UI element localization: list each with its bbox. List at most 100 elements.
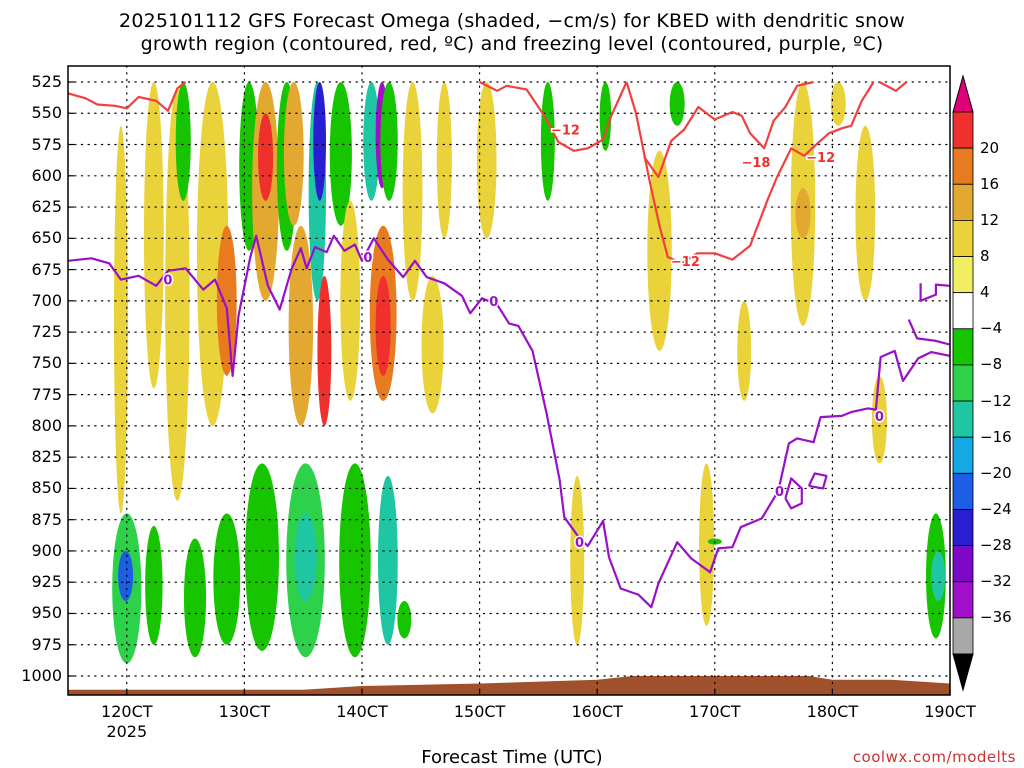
colorbar-segment (952, 509, 974, 547)
contour-label: −18 (741, 156, 770, 171)
omega-region (476, 82, 497, 239)
colorbar-label: 4 (980, 283, 990, 302)
omega-region (143, 82, 164, 389)
colorbar-segment (952, 328, 974, 366)
omega-region (375, 275, 391, 376)
contour-label: 0 (775, 485, 784, 500)
omega-region (871, 375, 887, 464)
omega-region (737, 300, 752, 401)
omega-region (570, 475, 585, 645)
contour-label: 0 (163, 274, 172, 289)
omega-region (216, 225, 237, 376)
x-tick-label: 150CT (453, 702, 506, 721)
contour-label: −12 (671, 255, 700, 270)
omega-region (313, 81, 327, 201)
contour-label: −12 (551, 124, 580, 139)
contour-label: 0 (875, 410, 884, 425)
x-tick-label: 120CT (101, 702, 153, 721)
freezing-level-contour (907, 319, 950, 346)
x-tick-label: 140CT (336, 702, 388, 721)
omega-region (647, 150, 672, 351)
y-tick-label: 625 (31, 197, 62, 217)
colorbar-segment (952, 545, 974, 583)
credit-link[interactable]: coolwx.com/modelts (852, 748, 1016, 766)
colorbar-segment (952, 256, 974, 294)
omega-region (118, 550, 134, 601)
colorbar-segment (952, 436, 974, 474)
y-tick-label: 775 (31, 384, 62, 404)
y-tick-label: 825 (31, 447, 62, 467)
dgz-contour (625, 81, 875, 265)
x-tick-label: 190CT (924, 702, 976, 721)
omega-region (540, 81, 555, 201)
y-tick-label: 950 (31, 603, 62, 623)
y-tick-label: 800 (31, 415, 62, 435)
y-tick-label: 725 (31, 322, 62, 342)
colorbar-segment (952, 292, 974, 330)
y-tick-label: 700 (31, 290, 62, 310)
x-tick-label: 160CT (571, 702, 623, 721)
colorbar-top-arrow (952, 74, 974, 113)
omega-region (317, 275, 332, 426)
y-tick-label: 850 (31, 478, 62, 498)
omega-region (258, 113, 274, 201)
y-tick-label: 600 (31, 165, 62, 185)
x-axis-year-label: 2025 (106, 722, 148, 741)
omega-region (830, 82, 846, 126)
y-tick-label: 875 (31, 509, 62, 529)
freezing-level-contour (919, 283, 950, 302)
omega-region (329, 81, 352, 226)
x-tick-label: 170CT (689, 702, 741, 721)
dgz-contour (643, 80, 814, 179)
colorbar-label: −16 (980, 427, 1012, 446)
freezing-level-contour (784, 477, 803, 510)
colorbar-segment (952, 183, 974, 221)
omega-region (397, 600, 412, 639)
colorbar-label: 16 (980, 174, 1000, 193)
colorbar-segment (952, 400, 974, 438)
colorbar-segment (952, 111, 974, 149)
colorbar-bottom-arrow (952, 653, 974, 692)
y-tick-label: 550 (31, 103, 62, 123)
colorbar-label: −28 (980, 536, 1012, 555)
colorbar-segment (952, 581, 974, 619)
x-tick-label: 180CT (806, 702, 859, 721)
omega-region (283, 81, 304, 226)
x-axis-title: Forecast Time (UTC) (421, 747, 603, 768)
y-tick-label: 925 (31, 572, 62, 592)
y-tick-label: 900 (31, 540, 62, 560)
y-tick-label: 975 (31, 634, 62, 654)
dgz-contour (479, 81, 628, 152)
contour-label: 0 (575, 536, 584, 551)
contours (68, 80, 950, 609)
colorbar-label: 12 (980, 210, 1000, 229)
colorbar-segment (952, 364, 974, 402)
chart-title-line1: 2025101112 GFS Forecast Omega (shaded, −… (119, 10, 905, 32)
omega-region (294, 513, 317, 601)
dgz-contour (878, 81, 908, 92)
y-tick-label: 575 (31, 134, 62, 154)
colorbar-segment (952, 219, 974, 257)
omega-region (699, 463, 715, 626)
colorbar-label: −4 (980, 319, 1003, 338)
omega-region (436, 82, 452, 239)
x-tick-label: 130CT (218, 702, 271, 721)
freezing-level-contour (807, 472, 828, 490)
omega-region (380, 81, 398, 201)
omega-region (245, 463, 279, 651)
omega-region (855, 125, 876, 301)
colorbar-segment (952, 147, 974, 185)
omega-region (145, 525, 163, 645)
y-tick-label: 675 (31, 259, 62, 279)
y-tick-label: 1000 (21, 666, 62, 685)
omega-region (288, 225, 314, 426)
colorbar-label: −12 (980, 391, 1012, 410)
omega-region (377, 475, 398, 645)
omega-region (363, 81, 380, 201)
colorbar-segment (952, 472, 974, 510)
colorbar-label: −8 (980, 355, 1003, 374)
omega-region (183, 538, 207, 658)
contour-label: 0 (489, 295, 498, 310)
omega-region (213, 513, 241, 645)
